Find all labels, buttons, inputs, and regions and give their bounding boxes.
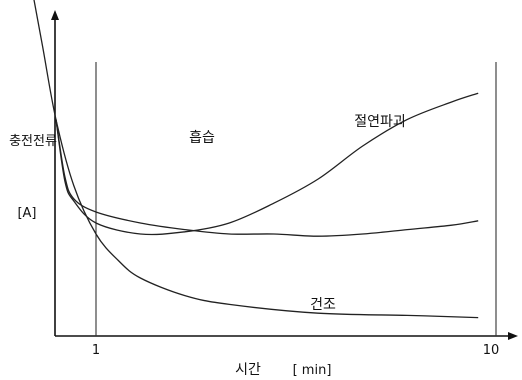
annotation-dry: 건조 xyxy=(310,297,336,313)
series-dry-line xyxy=(33,0,479,319)
annotation-humidity: 흡습 xyxy=(189,130,215,146)
y-axis-arrow xyxy=(51,10,59,20)
x-axis-label: 시간 xyxy=(235,362,261,378)
x-axis-unit: [ min] xyxy=(293,363,332,378)
y-axis-unit: [A] xyxy=(17,206,36,221)
x-tick-label-1: 1 xyxy=(92,343,100,358)
series-dielectric-breakdown-line xyxy=(55,92,479,236)
y-axis-label: 충전전류 xyxy=(9,134,57,149)
x-axis-arrow xyxy=(508,332,518,340)
annotation-dielectric-breakdown: 절연파괴 xyxy=(354,114,406,130)
x-tick-label-10: 10 xyxy=(483,343,500,358)
series-group xyxy=(33,0,479,319)
series-humidity-line xyxy=(55,119,479,237)
